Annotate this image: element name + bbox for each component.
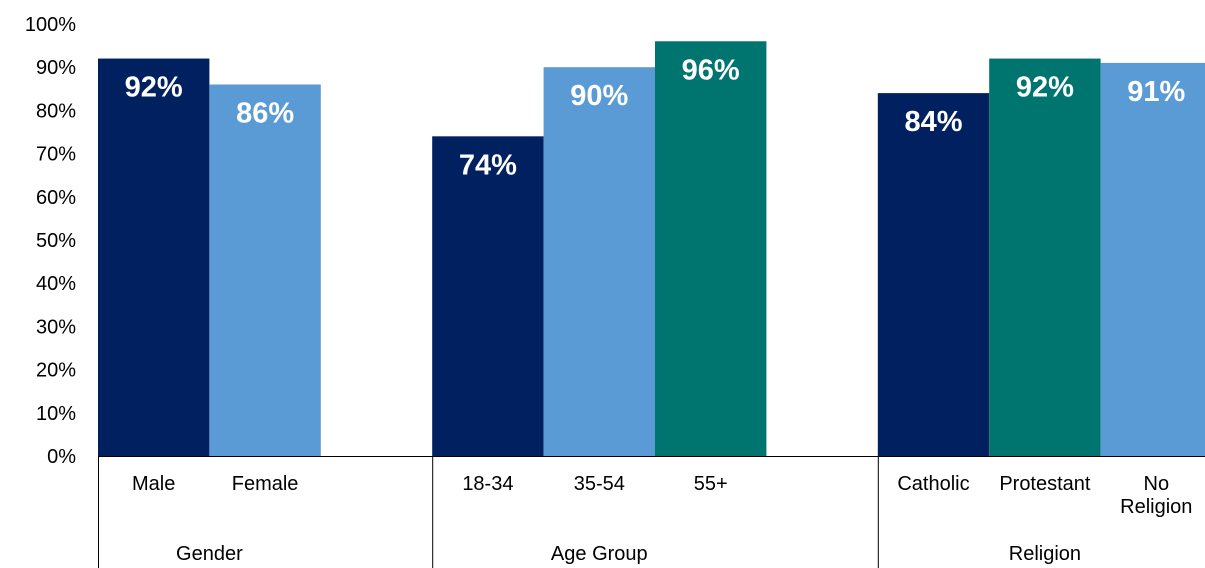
group-label: Gender	[176, 543, 243, 565]
category-label: Male	[132, 473, 175, 495]
bar	[432, 136, 544, 456]
bar	[989, 58, 1101, 457]
data-label: 91%	[1127, 76, 1185, 108]
group-label: Age Group	[551, 543, 648, 565]
x-axis: Male Female Gender 18-34 35-54 55+ Age Group Ca…	[98, 456, 1205, 568]
data-label: 86%	[236, 97, 294, 129]
data-label: 92%	[1016, 72, 1074, 104]
y-tick-label: 10%	[36, 403, 76, 425]
category-label: Protestant	[999, 473, 1091, 495]
y-tick-label: 40%	[36, 273, 76, 295]
data-label: 90%	[570, 80, 628, 112]
bar	[655, 41, 767, 456]
y-axis-ticks: 0% 10% 20% 30% 40% 50% 60% 70% 80% 90% 100%	[25, 14, 76, 468]
y-tick-label: 60%	[36, 187, 76, 209]
bars	[98, 41, 1205, 457]
y-tick-label: 0%	[47, 446, 76, 468]
category-label: Female	[232, 473, 299, 495]
data-label: 74%	[459, 149, 517, 181]
data-labels: 92% 86% 74% 90% 96% 84% 92% 91%	[125, 54, 1186, 181]
y-tick-label: 80%	[36, 100, 76, 122]
category-label: No	[1144, 473, 1170, 495]
data-label: 92%	[125, 72, 183, 104]
y-tick-label: 70%	[36, 144, 76, 166]
y-tick-label: 30%	[36, 316, 76, 338]
bar	[543, 67, 655, 456]
category-label: 18-34	[462, 473, 513, 495]
y-tick-label: 20%	[36, 360, 76, 382]
y-tick-label: 100%	[25, 14, 76, 36]
category-label: Religion	[1120, 496, 1192, 518]
category-label: 55+	[694, 473, 728, 495]
group-label: Religion	[1009, 543, 1081, 565]
bar	[877, 93, 990, 457]
bar	[98, 58, 210, 457]
bar	[1100, 62, 1205, 456]
data-label: 84%	[904, 106, 962, 138]
category-label: Catholic	[897, 473, 969, 495]
y-tick-label: 90%	[36, 57, 76, 79]
category-label: 35-54	[574, 473, 625, 495]
bar	[209, 84, 321, 456]
y-tick-label: 50%	[36, 230, 76, 252]
data-label: 96%	[682, 54, 740, 86]
